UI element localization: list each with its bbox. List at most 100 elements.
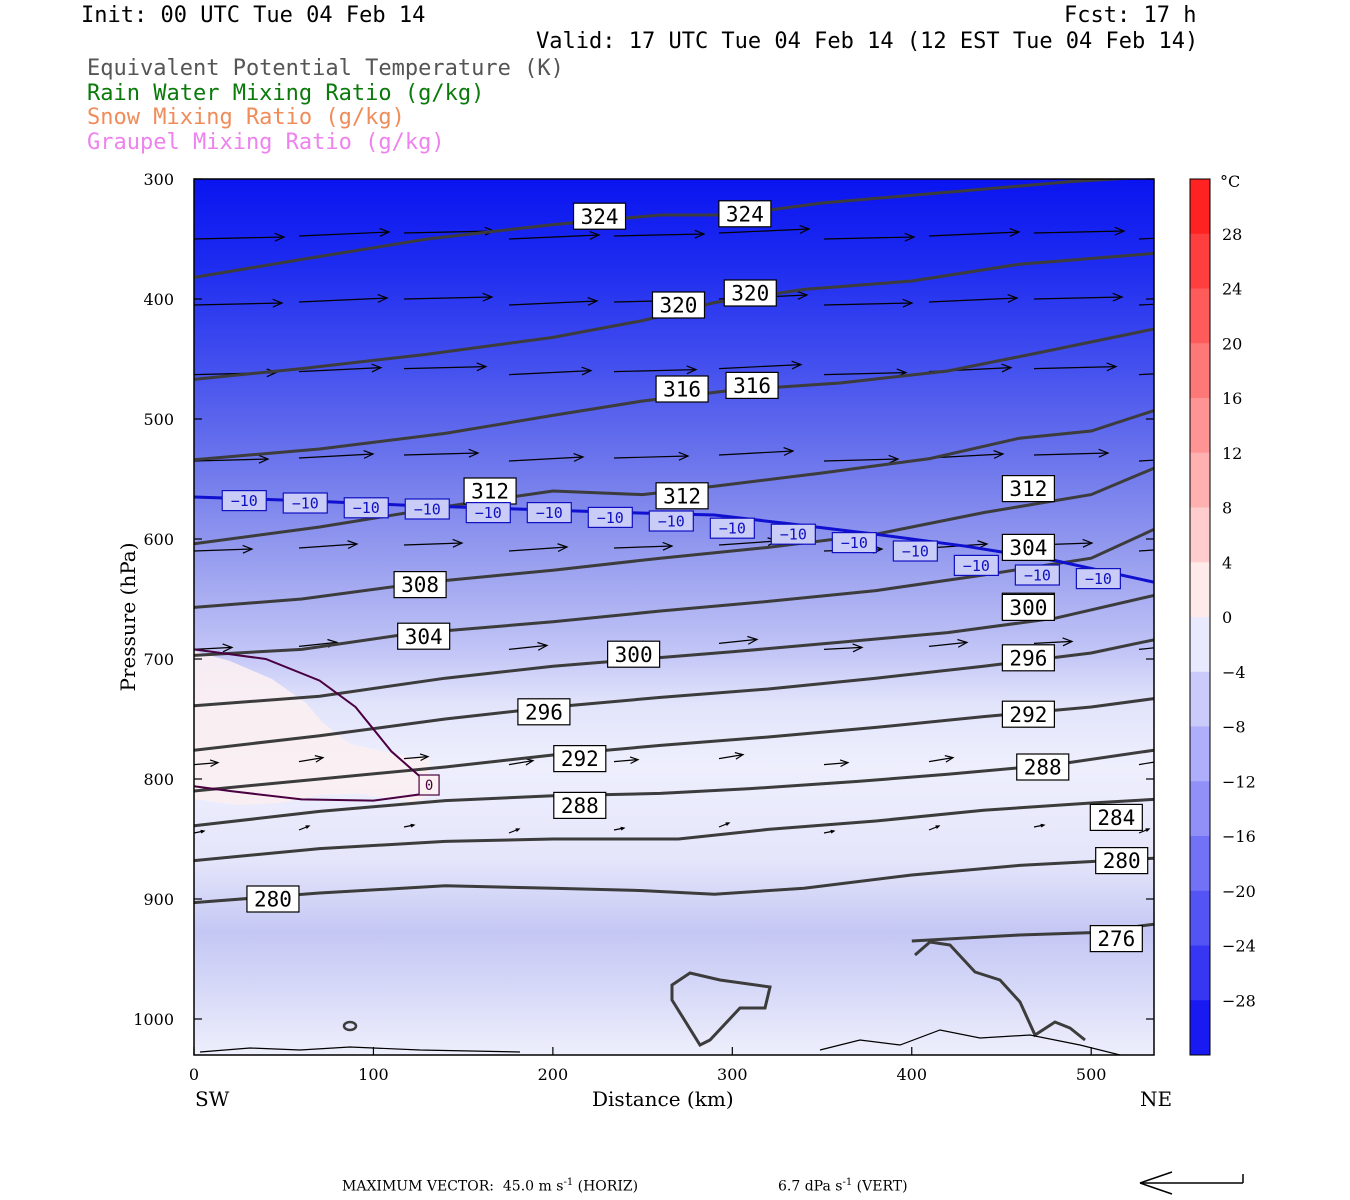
horiz-exp: -1 [563,1177,574,1188]
theta-e-label-text: 288 [1024,756,1062,780]
vert-exp: -1 [842,1177,853,1188]
isotherm-label: −10 [221,490,267,512]
isotherm-label-text: −10 [597,509,624,527]
wind-vector-head [272,298,284,308]
vert-vector-note: 6.7 dPa s-1 (VERT) [778,1177,908,1195]
colorbar-bin [1190,726,1210,782]
colorbar-bin [1190,1000,1210,1056]
wind-vector-head [347,540,359,550]
isotherm-label-box [1014,564,1060,586]
wind-vector [928,297,1018,303]
wind-vector [718,754,744,760]
isotherm-label-box [831,531,877,554]
theta-e-label: 320 [651,291,706,319]
wind-vector [508,760,534,766]
init-time: Init: 00 UTC Tue 04 Feb 14 [81,3,426,28]
theta-e-label-box [1001,533,1055,562]
wind-vector [403,230,495,234]
isotherm-label-box [404,498,450,520]
colorbar-tick-label: 24 [1222,280,1242,299]
wind-vector-head [620,826,626,831]
wind-vector-head [839,759,850,768]
wind-vector [403,542,463,546]
wind-vector [1033,824,1045,828]
y-tick-label: 400 [143,290,174,309]
theta-e-label-box [553,791,607,820]
isotherm-label: −10 [404,498,450,520]
wind-vector [508,828,520,834]
wind-vector [194,830,205,834]
wind-vector [194,236,285,240]
isotherm-label: −10 [953,554,999,577]
wind-vector-head [747,635,759,645]
y-tick-label: 900 [143,890,174,909]
wind-vectors [194,224,1154,834]
surface-contour [819,1029,1121,1055]
theta-e-label-text: 316 [733,374,771,398]
theta-e-label-box [1095,846,1149,875]
wind-vector-head [935,825,941,829]
isotherm-label-box [221,490,267,512]
y-tick-label: 600 [143,530,174,549]
wind-vector [194,458,269,462]
legend-snow: Snow Mixing Ratio (g/kg) [87,105,405,130]
wind-vector-head [589,230,601,240]
isotherm-label-box [282,492,328,514]
theta-e-label-text: 312 [663,484,701,508]
wind-vector [298,367,382,373]
y-tick-label: 500 [143,410,174,429]
wind-vector-head [452,538,464,548]
isotherm-label-text: −10 [475,504,502,522]
ne-label: NE [1140,1087,1173,1111]
colorbar-bin [1190,617,1210,673]
wind-vector [1138,459,1154,462]
wind-vector-head [222,643,234,653]
colorbar-tick-label: −28 [1222,991,1256,1010]
theta-e-label-box [655,482,709,510]
y-tick-label: 1000 [133,1010,174,1029]
wind-vector [718,450,794,456]
above-freezing-region [194,651,430,805]
wind-vector [928,231,1020,237]
theta-e-label-box [246,885,300,913]
theta-e-label-box [718,200,772,228]
wind-vector-head [852,643,864,653]
wind-vector-head [1001,363,1013,373]
theta-e-label: 296 [517,698,571,726]
colorbar-tick-label: 20 [1222,334,1242,353]
wind-vector-head [957,638,969,648]
wind-vector [928,825,940,831]
wind-vector-head [904,232,916,242]
isotherm-label-box [1075,567,1121,590]
pressure-axis: 300 400 500 600 700 800 900 1000 [133,170,1154,1029]
plot-frame [193,178,1155,1056]
theta-e-label-box [1001,475,1055,503]
theta-e-label-text: 296 [525,700,563,724]
wind-vector [823,830,835,834]
theta-e-label-box [1089,803,1143,832]
theta-e-label: 280 [246,885,300,913]
wind-vector [718,540,778,546]
wind-vector-head [888,454,900,464]
wind-vector [298,757,324,763]
wind-vector [508,644,548,650]
isotherm-label-text: −10 [353,499,380,517]
y-tick-label: 300 [143,170,174,189]
wind-vector [613,369,697,373]
theta-e-label: 320 [723,279,777,307]
legend-rain-water: Rain Water Mixing Ratio (g/kg) [87,81,485,106]
theta-e-label: 324 [718,200,772,228]
isotherm-label: −10 [465,502,511,524]
x-tick-label: 300 [717,1065,748,1084]
x-tick-label: 500 [1076,1065,1107,1084]
vert-suffix: (VERT) [852,1178,908,1195]
colorbar-tick-label: 4 [1222,553,1232,572]
colorbar-tick-label: 28 [1222,225,1242,244]
wind-vector-head [371,363,383,373]
theta-e-label: 292 [1001,700,1055,728]
theta-e-contour-280 [194,856,1154,905]
contour-labels: 3243243203203163163123123123083083043043… [221,200,1149,953]
wind-vector [718,228,810,234]
isotherm-label-box [526,502,572,524]
theta-e-label-box [651,291,706,319]
